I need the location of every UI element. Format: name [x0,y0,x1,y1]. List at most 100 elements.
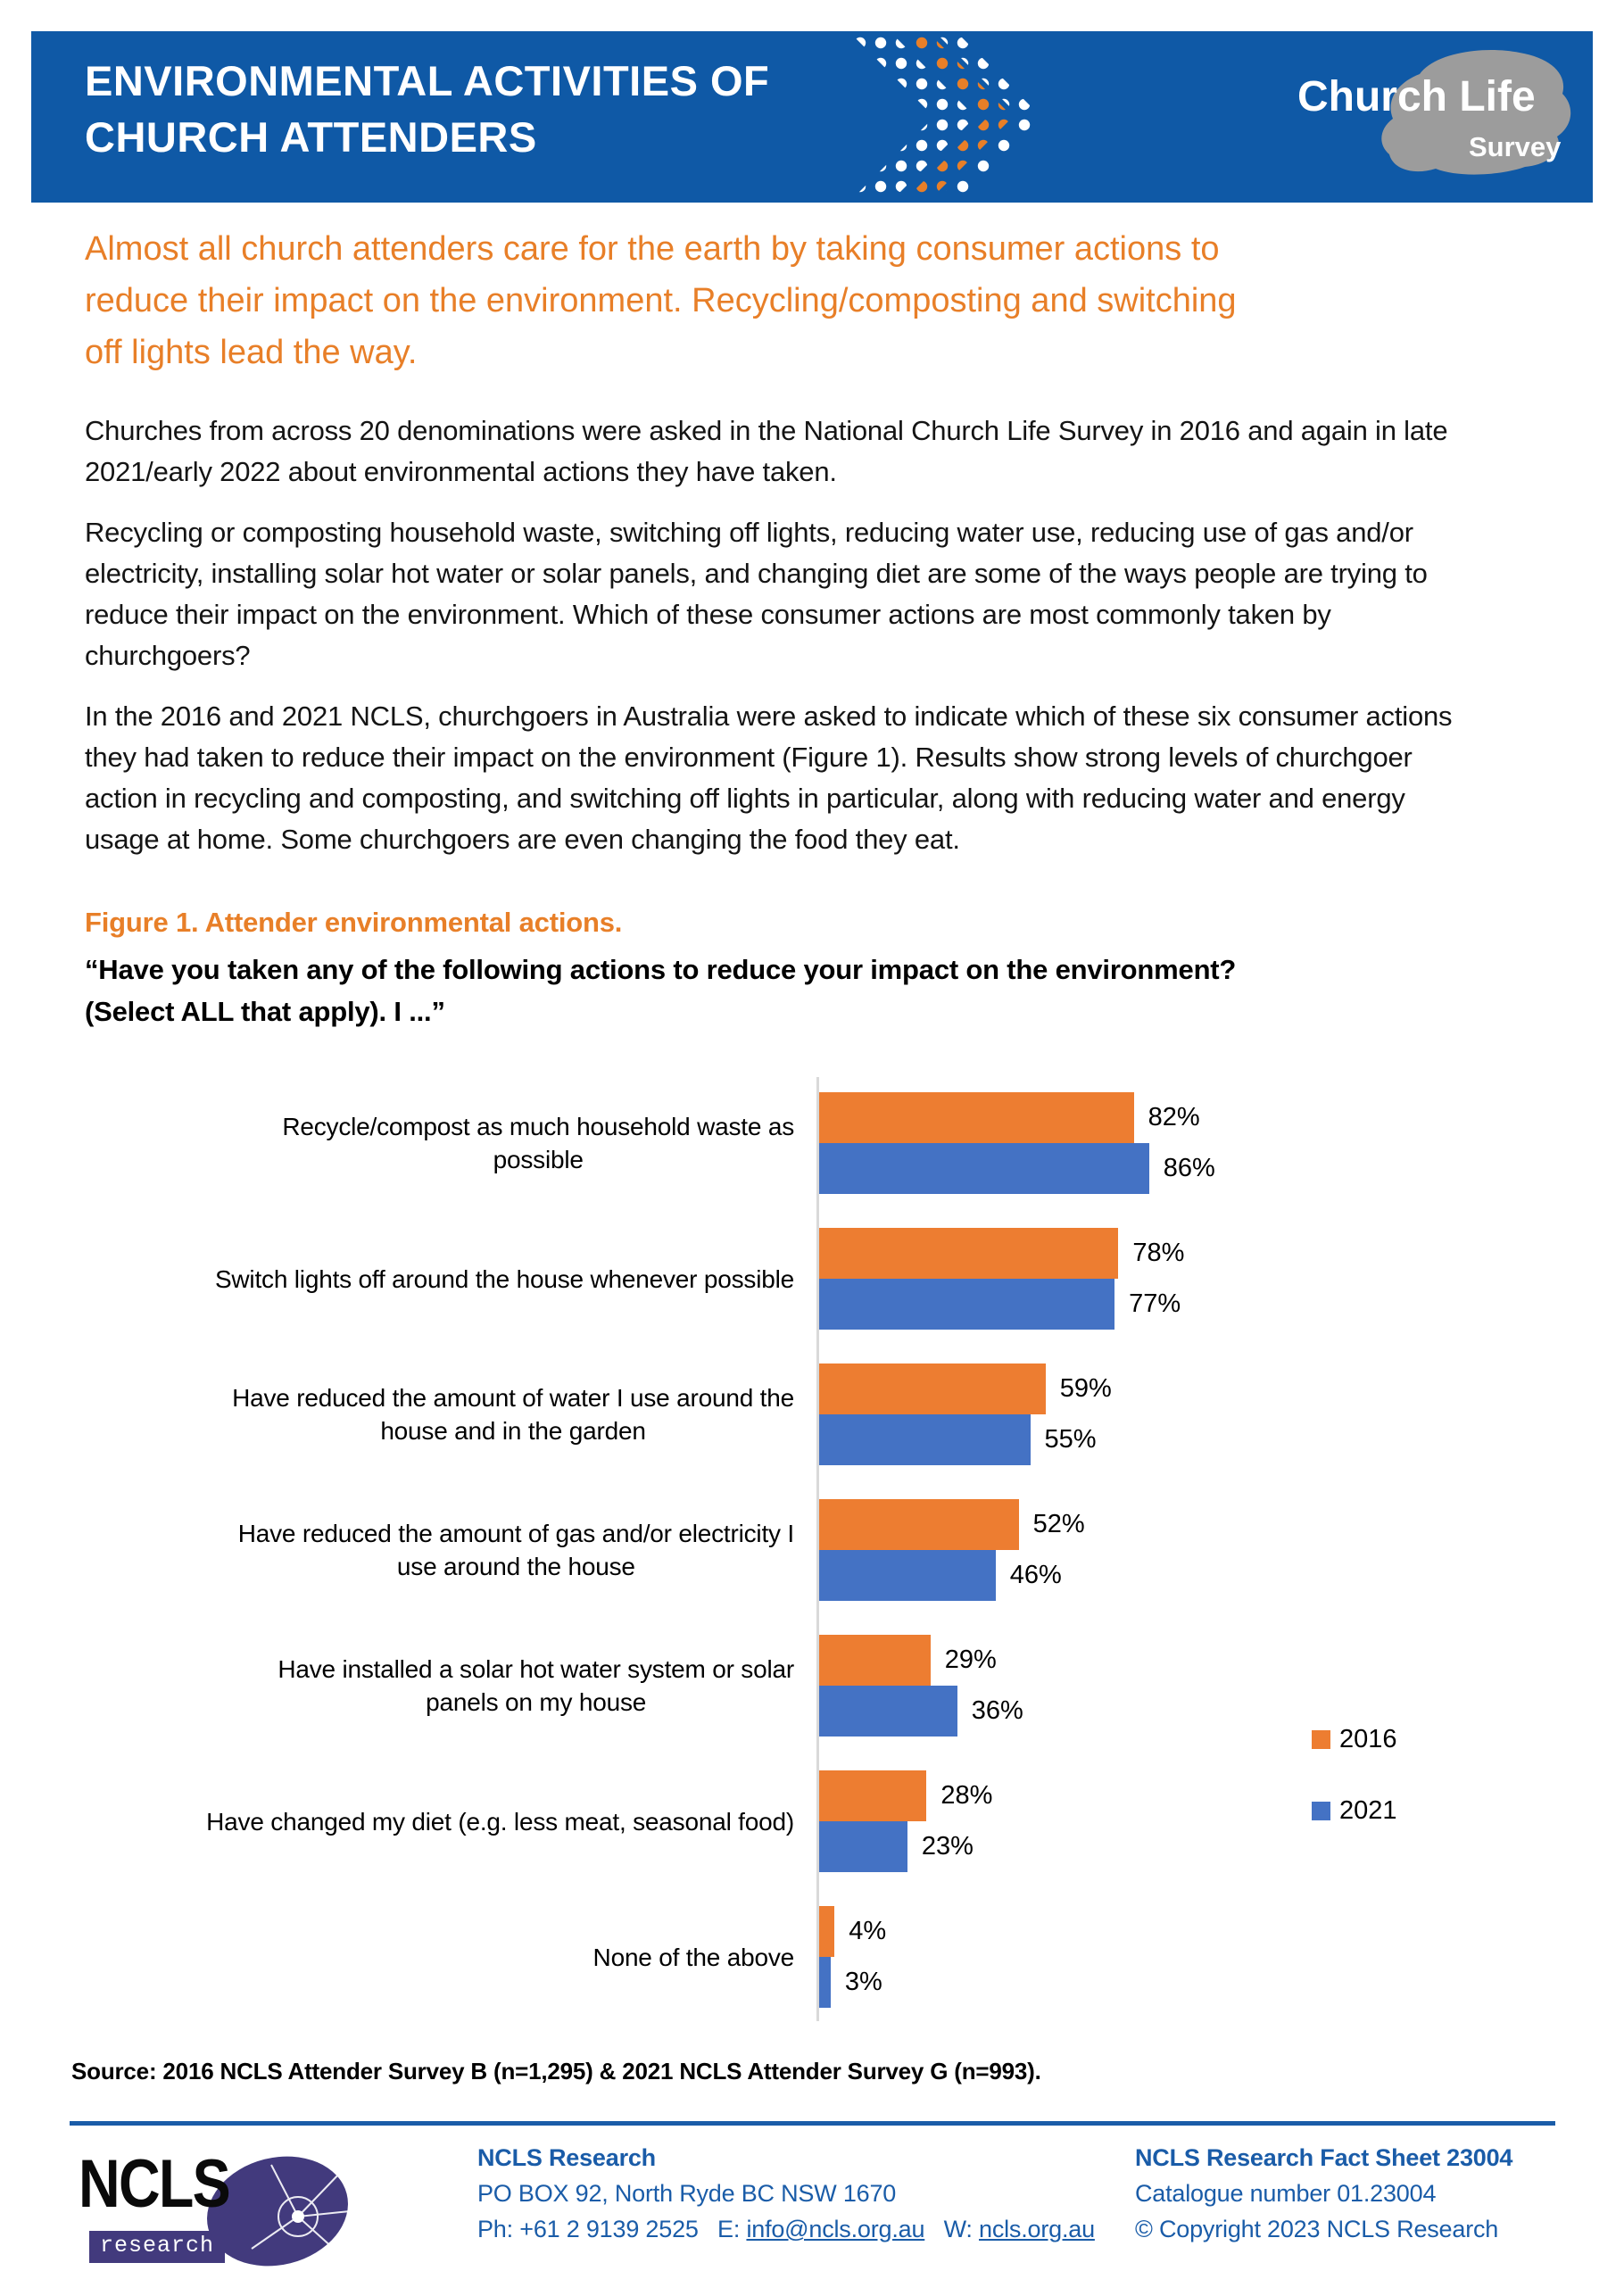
category-label: Have reduced the amount of gas and/or el… [107,1517,794,1583]
web-label: W: [943,2216,973,2242]
chart-row: Switch lights off around the house whene… [107,1211,1535,1347]
compass-ellipse-icon [207,2156,351,2267]
legend-label-2021: 2021 [1339,1796,1397,1825]
category-label-text: Have changed my diet (e.g. less meat, se… [206,1807,794,1836]
source-note: Source: 2016 NCLS Attender Survey B (n=1… [71,2058,1041,2085]
category-label: Have reduced the amount of water I use a… [107,1381,794,1447]
phone-number: +61 2 9139 2525 [519,2216,699,2242]
chart-row: Have changed my diet (e.g. less meat, se… [107,1753,1535,1889]
legend-item-2021: 2021 [1312,1796,1397,1826]
bar-line: 3% [819,1957,886,2008]
bar-2021 [819,1414,1031,1465]
category-label-text: Recycle/compost as much household waste … [282,1113,794,1173]
bar-2021 [819,1821,907,1872]
category-label-text: Switch lights off around the house whene… [214,1264,794,1293]
email-link[interactable]: info@ncls.org.au [746,2216,925,2242]
footer-org-contacts: Ph: +61 2 9139 2525 E: info@ncls.org.au … [477,2211,1095,2247]
chart-row: Have reduced the amount of water I use a… [107,1347,1535,1482]
value-label: 82% [1148,1103,1200,1131]
chart-row: None of the above 4% 3% [107,1889,1535,2025]
figure-subtitle: “Have you taken any of the following act… [85,949,1566,1032]
headline-line: reduce their impact on the environment. … [85,282,1237,319]
category-bars: 29% 36% [819,1635,1023,1737]
bar-line: 59% [819,1364,1112,1414]
phone-label: Ph: [477,2216,513,2242]
bar-2016 [819,1364,1046,1414]
chart-row: Have installed a solar hot water system … [107,1618,1535,1753]
website-link[interactable]: ncls.org.au [979,2216,1095,2242]
headline-line: off lights lead the way. [85,334,418,371]
bar-2016 [819,1499,1019,1550]
legend-swatch-2016 [1312,1730,1330,1749]
ncls-research-logo: NCLS research [79,2142,373,2292]
page-title-line2: CHURCH ATTENDERS [85,113,537,161]
footer-contact-block: NCLS Research PO BOX 92, North Ryde BC N… [477,2140,1095,2247]
value-label: 23% [921,1832,974,1861]
category-label: Recycle/compost as much household waste … [107,1110,794,1176]
legend-swatch-2021 [1312,1802,1330,1820]
bar-line: 28% [819,1770,992,1821]
chart-rows: Recycle/compost as much household waste … [107,1075,1535,2025]
figure-title: Figure 1. Attender environmental actions… [85,907,623,938]
bar-line: 78% [819,1228,1184,1279]
value-label: 77% [1129,1289,1181,1318]
bar-2021 [819,1279,1115,1330]
bar-line: 77% [819,1279,1184,1330]
brand-word-church: Church [1297,73,1447,120]
value-label: 36% [971,1696,1023,1725]
figure-heading: Figure 1. Attender environmental actions… [85,907,1566,1032]
fact-sheet-number: NCLS Research Fact Sheet 23004 [1135,2144,1513,2171]
category-label: None of the above [107,1941,795,1974]
brand-church-life: Church Life [1297,72,1536,121]
value-label: 4% [849,1917,887,1945]
value-label: 29% [944,1645,997,1674]
headline-line: Almost all church attenders care for the… [85,230,1220,268]
chart-row: Have reduced the amount of gas and/or el… [107,1482,1535,1618]
body-paragraph: In the 2016 and 2021 NCLS, churchgoers i… [85,700,1453,855]
ncls-logo-text: NCLS [79,2146,231,2222]
bar-line: 82% [819,1092,1215,1143]
value-label: 3% [844,1968,882,1996]
bar-line: 52% [819,1499,1085,1550]
brush-stroke-icon [1381,50,1571,175]
catalogue-number: Catalogue number 01.23004 [1135,2180,1437,2207]
footer-org-name: NCLS Research [477,2144,656,2171]
church-life-survey-logo: Church Life Survey [1265,42,1573,195]
category-label-text: Have reduced the amount of water I use a… [232,1384,794,1445]
category-label: Have changed my diet (e.g. less meat, se… [107,1805,794,1838]
value-label: 78% [1132,1239,1185,1267]
chart-legend: 2016 2021 [1312,1725,1397,1826]
footer-publication-block: NCLS Research Fact Sheet 23004 Catalogue… [1135,2140,1512,2247]
dots-pattern-decoration [852,35,1035,199]
footer-org-address: PO BOX 92, North Ryde BC NSW 1670 [477,2180,897,2207]
value-label: 86% [1163,1154,1215,1182]
legend-item-2016: 2016 [1312,1725,1397,1754]
ncls-logo-subtext: research [89,2231,226,2263]
email-label: E: [717,2216,741,2242]
figure-subtitle-line1: “Have you taken any of the following act… [85,954,1237,985]
bar-chart: Recycle/compost as much household waste … [107,1075,1535,2030]
body-paragraph: Recycling or composting household waste,… [85,517,1428,671]
category-bars: 82% 86% [819,1092,1215,1194]
category-bars: 28% 23% [819,1770,992,1872]
bar-line: 46% [819,1550,1085,1601]
bar-2021 [819,1550,996,1601]
bar-line: 36% [819,1686,1023,1737]
value-label: 28% [940,1781,993,1810]
brand-word-survey: Survey [1469,131,1562,162]
bar-line: 55% [819,1414,1112,1465]
figure-subtitle-line2: (Select ALL that apply). I ...” [85,996,445,1027]
body-paragraph: Churches from across 20 denominations we… [85,415,1448,487]
bar-2021 [819,1686,957,1737]
category-bars: 78% 77% [819,1228,1184,1330]
header-band: ENVIRONMENTAL ACTIVITIES OF CHURCH ATTEN… [31,31,1593,203]
category-bars: 4% 3% [819,1906,886,2008]
category-label-text: Have installed a solar hot water system … [278,1655,794,1716]
category-label-text: None of the above [592,1943,795,1971]
bar-line: 29% [819,1635,1023,1686]
value-label: 52% [1032,1510,1085,1538]
category-bars: 52% 46% [819,1499,1085,1601]
bar-2016 [819,1228,1119,1279]
bar-line: 86% [819,1143,1215,1194]
